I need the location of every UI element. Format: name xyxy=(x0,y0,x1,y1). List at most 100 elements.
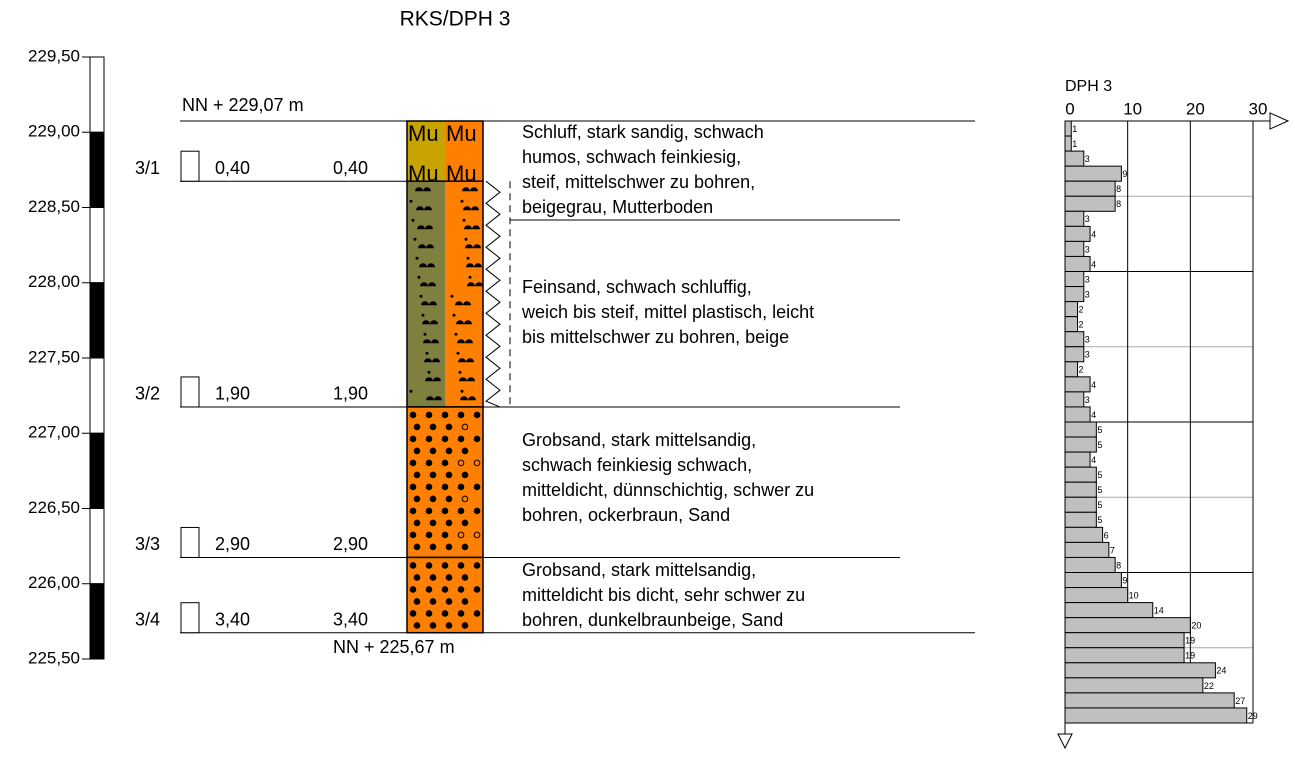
scale-label: 227,00 xyxy=(28,423,80,442)
pattern-dot xyxy=(474,563,480,569)
dph-value-label: 3 xyxy=(1085,154,1090,164)
sample-box xyxy=(181,527,199,557)
pattern-dot xyxy=(410,532,416,538)
layer-right xyxy=(445,181,483,407)
pattern-dot xyxy=(426,484,432,490)
layer-description: beigegrau, Mutterboden xyxy=(522,197,713,217)
dph-value-label: 4 xyxy=(1091,455,1096,465)
dph-value-label: 3 xyxy=(1085,350,1090,360)
title: RKS/DPH 3 xyxy=(400,8,511,31)
dph-value-label: 8 xyxy=(1116,199,1121,209)
dph-value-label: 3 xyxy=(1085,214,1090,224)
pattern-dot xyxy=(455,333,458,336)
pattern-dot xyxy=(418,276,421,279)
dph-bar xyxy=(1065,557,1115,572)
dph-bar xyxy=(1065,287,1084,302)
dph-bar xyxy=(1065,121,1071,136)
dph-value-label: 9 xyxy=(1122,169,1127,179)
scale-label: 229,00 xyxy=(28,122,80,141)
sample-id: 3/1 xyxy=(135,158,160,178)
dph-value-label: 3 xyxy=(1085,335,1090,345)
scale-label: 228,50 xyxy=(28,197,80,216)
pattern-dot xyxy=(446,448,452,454)
pattern-dot xyxy=(442,484,448,490)
pattern-dot xyxy=(414,599,420,605)
dph-value-label: 1 xyxy=(1072,139,1077,149)
dph-title: DPH 3 xyxy=(1065,78,1112,95)
sample-depth: 3,40 xyxy=(215,609,250,629)
layer-description: steif, mittelschwer zu bohren, xyxy=(522,172,755,192)
dph-bar xyxy=(1065,437,1096,452)
dph-bar xyxy=(1065,708,1247,723)
dph-value-label: 2 xyxy=(1079,320,1084,330)
pattern-dot xyxy=(457,352,460,355)
layer-description: mitteldicht bis dicht, sehr schwer zu xyxy=(522,585,805,605)
pattern-dot xyxy=(416,257,419,260)
sample-depth: 1,90 xyxy=(215,384,250,404)
scale-segment xyxy=(90,358,104,433)
layer-fill xyxy=(407,407,483,558)
pattern-dot xyxy=(410,563,416,569)
scale-segment xyxy=(90,283,104,358)
layer-description: weich bis steif, mittel plastisch, leich… xyxy=(521,302,814,322)
layer-description: bis mittelschwer zu bohren, beige xyxy=(522,327,789,347)
dph-value-label: 29 xyxy=(1248,711,1258,721)
pattern-dot xyxy=(462,575,468,581)
pattern-dot xyxy=(422,314,425,317)
scale-label: 225,50 xyxy=(28,648,80,667)
dph-value-label: 3 xyxy=(1085,244,1090,254)
dph-bar xyxy=(1065,542,1109,557)
pattern-dot xyxy=(442,611,448,617)
dph-bar xyxy=(1065,241,1084,256)
dph-value-label: 5 xyxy=(1097,470,1102,480)
dph-bar xyxy=(1065,347,1084,362)
pattern-dot xyxy=(467,257,470,260)
pattern-dot xyxy=(410,200,413,203)
pattern-dot xyxy=(462,472,468,478)
layer-description: Schluff, stark sandig, schwach xyxy=(522,122,764,142)
sample-id: 3/4 xyxy=(135,609,160,629)
pattern-dot xyxy=(426,352,429,355)
pattern-dot xyxy=(442,436,448,442)
dph-value-label: 4 xyxy=(1091,259,1096,269)
pattern-dot xyxy=(458,563,464,569)
scale-label: 226,50 xyxy=(28,498,80,517)
pattern-dot xyxy=(465,238,468,241)
pattern-dot xyxy=(426,508,432,514)
dph-bar xyxy=(1065,482,1096,497)
pattern-dot xyxy=(410,460,416,466)
dph-bar xyxy=(1065,362,1078,377)
dph-value-label: 7 xyxy=(1110,545,1115,555)
dph-bar xyxy=(1065,136,1071,151)
layer-description: Feinsand, schwach schluffig, xyxy=(522,277,752,297)
pattern-dot xyxy=(461,200,464,203)
dph-bar xyxy=(1065,618,1190,633)
pattern-dot xyxy=(430,575,436,581)
pattern-dot xyxy=(430,599,436,605)
layer-description: schwach feinkiesig schwach, xyxy=(522,455,752,475)
scale-segment xyxy=(90,584,104,659)
pattern-dot xyxy=(461,390,464,393)
dph-tick-label: 10 xyxy=(1123,99,1142,118)
pattern-dot xyxy=(446,575,452,581)
scale-label: 227,50 xyxy=(28,347,80,366)
dph-bar xyxy=(1065,272,1084,287)
layer-depth: 1,90 xyxy=(333,384,368,404)
scale-segment xyxy=(90,433,104,508)
pattern-dot xyxy=(458,508,464,514)
pattern-dot xyxy=(430,496,436,502)
pattern-dot xyxy=(459,371,462,374)
dph-value-label: 6 xyxy=(1104,530,1109,540)
dph-tick-label: 0 xyxy=(1065,99,1074,118)
pattern-dot xyxy=(463,219,466,222)
dph-value-label: 2 xyxy=(1079,305,1084,315)
dph-bar xyxy=(1065,573,1121,588)
dph-value-label: 5 xyxy=(1097,485,1102,495)
layer-description: humos, schwach feinkiesig, xyxy=(522,147,741,167)
dph-value-label: 5 xyxy=(1097,425,1102,435)
dph-bar xyxy=(1065,377,1090,392)
dph-bar xyxy=(1065,407,1090,422)
pattern-dot xyxy=(414,496,420,502)
sample-box xyxy=(181,603,199,633)
pattern-dot xyxy=(446,623,452,629)
